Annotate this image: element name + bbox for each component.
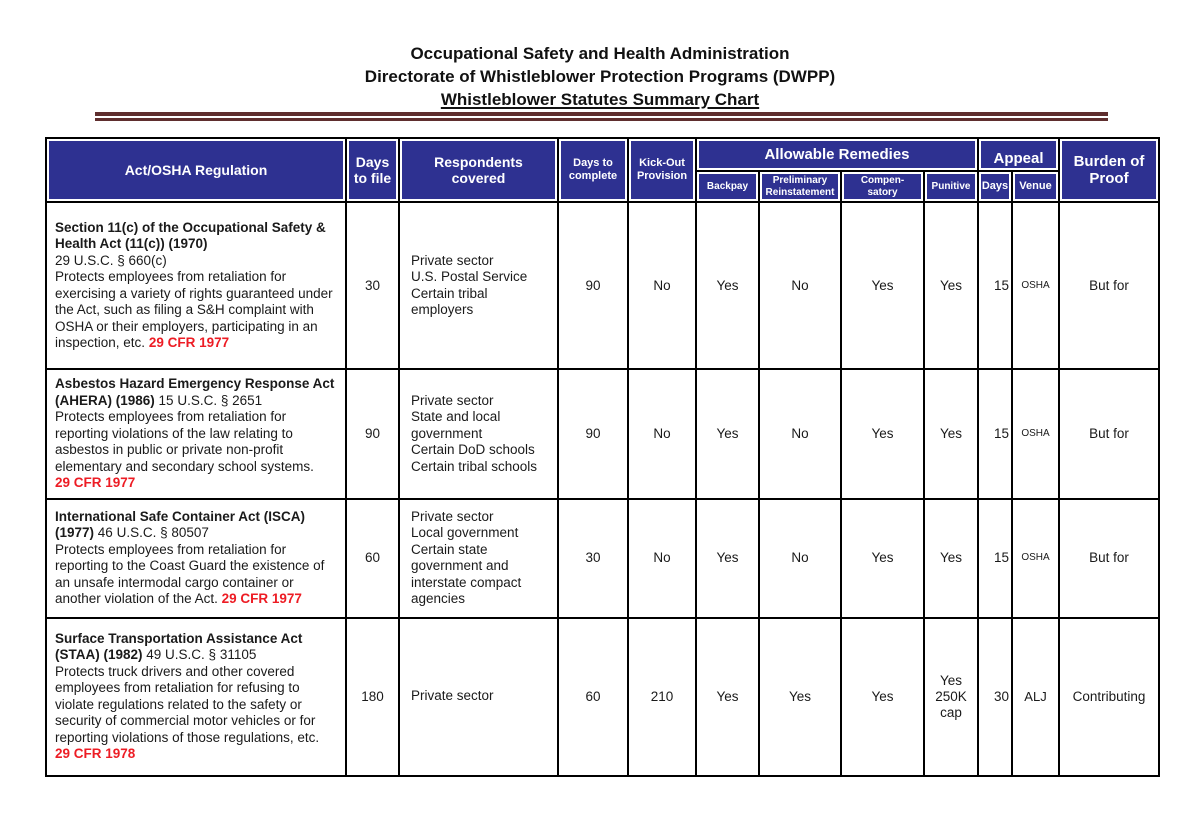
cell-compensatory: Yes xyxy=(840,616,925,777)
cell-act-regulation: Surface Transportation Assistance Act (S… xyxy=(45,616,347,777)
cell-preliminary-reinstatement: No xyxy=(758,368,842,500)
cell-kick-out-provision: No xyxy=(627,368,697,500)
document-title-block: Occupational Safety and Health Administr… xyxy=(0,42,1200,111)
cell-compensatory: Yes xyxy=(840,497,925,619)
cell-burden-of-proof: Contributing xyxy=(1058,616,1161,777)
whistleblower-statutes-table: Act/OSHA Regulation Days to file Respond… xyxy=(45,137,1161,777)
act-description: Protects employees from retaliation for … xyxy=(55,409,314,474)
cell-days-to-complete: 90 xyxy=(557,368,629,500)
cfr-reference: 29 CFR 1977 xyxy=(55,475,136,490)
cell-punitive: Yes xyxy=(923,497,979,619)
cell-kick-out-provision: No xyxy=(627,497,697,619)
act-title: Surface Transportation Assistance Act (S… xyxy=(55,630,303,663)
cell-backpay: Yes xyxy=(695,497,760,619)
cell-kick-out-provision: No xyxy=(627,201,697,370)
cell-backpay: Yes xyxy=(695,368,760,500)
cell-preliminary-reinstatement: No xyxy=(758,497,842,619)
cell-act-regulation: Section 11(c) of the Occupational Safety… xyxy=(45,201,347,370)
cell-appeal-venue: ALJ xyxy=(1010,616,1061,777)
column-header-compensatory: Compen- satory xyxy=(840,170,925,203)
cell-appeal-venue: OSHA xyxy=(1010,497,1061,619)
cell-act-regulation: International Safe Container Act (ISCA) … xyxy=(45,497,347,619)
column-header-act-regulation: Act/OSHA Regulation xyxy=(45,137,347,203)
double-rule-divider xyxy=(95,112,1108,121)
cell-burden-of-proof: But for xyxy=(1058,368,1161,500)
title-line-agency: Occupational Safety and Health Administr… xyxy=(410,44,790,63)
cell-compensatory: Yes xyxy=(840,201,925,370)
cell-backpay: Yes xyxy=(695,201,760,370)
cell-days-to-file: 180 xyxy=(345,616,400,777)
cell-days-to-file: 90 xyxy=(345,368,400,500)
cell-respondents-covered: Private sector Local government Certain … xyxy=(398,497,559,619)
column-header-kick-out-provision: Kick-Out Provision xyxy=(627,137,697,203)
cell-appeal-days: 30 xyxy=(977,616,1013,777)
cell-appeal-days: 15 xyxy=(977,368,1013,500)
cell-appeal-days: 15 xyxy=(977,201,1013,370)
act-description: Protects employees from retaliation for … xyxy=(55,269,333,350)
cell-burden-of-proof: But for xyxy=(1058,201,1161,370)
act-title: Section 11(c) of the Occupational Safety… xyxy=(55,219,326,252)
act-description: Protects truck drivers and other covered… xyxy=(55,663,320,745)
column-header-days-to-file: Days to file xyxy=(345,137,400,203)
cell-respondents-covered: Private sector State and local governmen… xyxy=(398,368,559,500)
cell-punitive: Yes 250K cap xyxy=(923,616,979,777)
cell-days-to-file: 60 xyxy=(345,497,400,619)
cell-burden-of-proof: But for xyxy=(1058,497,1161,619)
cell-preliminary-reinstatement: No xyxy=(758,201,842,370)
act-citation: 49 U.S.C. § 31105 xyxy=(146,647,257,662)
cell-days-to-file: 30 xyxy=(345,201,400,370)
cell-appeal-venue: OSHA xyxy=(1010,201,1061,370)
column-header-days-to-complete: Days to complete xyxy=(557,137,629,203)
column-group-allowable-remedies: Allowable Remedies xyxy=(695,137,979,172)
cfr-reference: 29 CFR 1977 xyxy=(148,335,230,350)
cell-kick-out-provision: 210 xyxy=(627,616,697,777)
act-title: Asbestos Hazard Emergency Response Act (… xyxy=(55,376,335,408)
cell-days-to-complete: 90 xyxy=(557,201,629,370)
title-line-chart-name: Whistleblower Statutes Summary Chart xyxy=(440,90,760,109)
table-row-isca: International Safe Container Act (ISCA) … xyxy=(45,497,1161,619)
column-header-preliminary-reinstatement: Preliminary Reinstatement xyxy=(758,170,842,203)
column-header-backpay: Backpay xyxy=(695,170,760,203)
cell-preliminary-reinstatement: Yes xyxy=(758,616,842,777)
cell-punitive: Yes xyxy=(923,201,979,370)
cell-days-to-complete: 60 xyxy=(557,616,629,777)
table-row-ahera: Asbestos Hazard Emergency Response Act (… xyxy=(45,368,1161,500)
cell-compensatory: Yes xyxy=(840,368,925,500)
column-header-burden-of-proof: Burden of Proof xyxy=(1058,137,1161,203)
cell-punitive: Yes xyxy=(923,368,979,500)
title-line-directorate: Directorate of Whistleblower Protection … xyxy=(364,67,836,86)
act-title: International Safe Container Act (ISCA) … xyxy=(55,508,306,541)
cell-respondents-covered: Private sector U.S. Postal Service Certa… xyxy=(398,201,559,370)
column-header-respondents-covered: Respondents covered xyxy=(398,137,559,203)
cell-backpay: Yes xyxy=(695,616,760,777)
cell-act-regulation: Asbestos Hazard Emergency Response Act (… xyxy=(45,368,347,500)
act-citation: 46 U.S.C. § 80507 xyxy=(97,525,209,540)
act-citation: 15 U.S.C. § 2651 xyxy=(158,392,263,408)
act-citation: 29 U.S.C. § 660(c) xyxy=(55,252,167,268)
cell-days-to-complete: 30 xyxy=(557,497,629,619)
table-row-osh-act: Section 11(c) of the Occupational Safety… xyxy=(45,201,1161,370)
column-header-punitive: Punitive xyxy=(923,170,979,203)
cfr-reference: 29 CFR 1977 xyxy=(221,591,302,606)
cell-appeal-days: 15 xyxy=(977,497,1013,619)
cell-respondents-covered: Private sector xyxy=(398,616,559,777)
act-description: Protects employees from retaliation for … xyxy=(55,541,325,607)
table-row-staa: Surface Transportation Assistance Act (S… xyxy=(45,616,1161,777)
column-header-appeal-venue: Venue xyxy=(1010,170,1061,203)
cell-appeal-venue: OSHA xyxy=(1010,368,1061,500)
column-header-appeal-days: Days xyxy=(977,170,1013,203)
cfr-reference: 29 CFR 1978 xyxy=(55,746,136,761)
column-group-appeal: Appeal xyxy=(976,137,1061,172)
